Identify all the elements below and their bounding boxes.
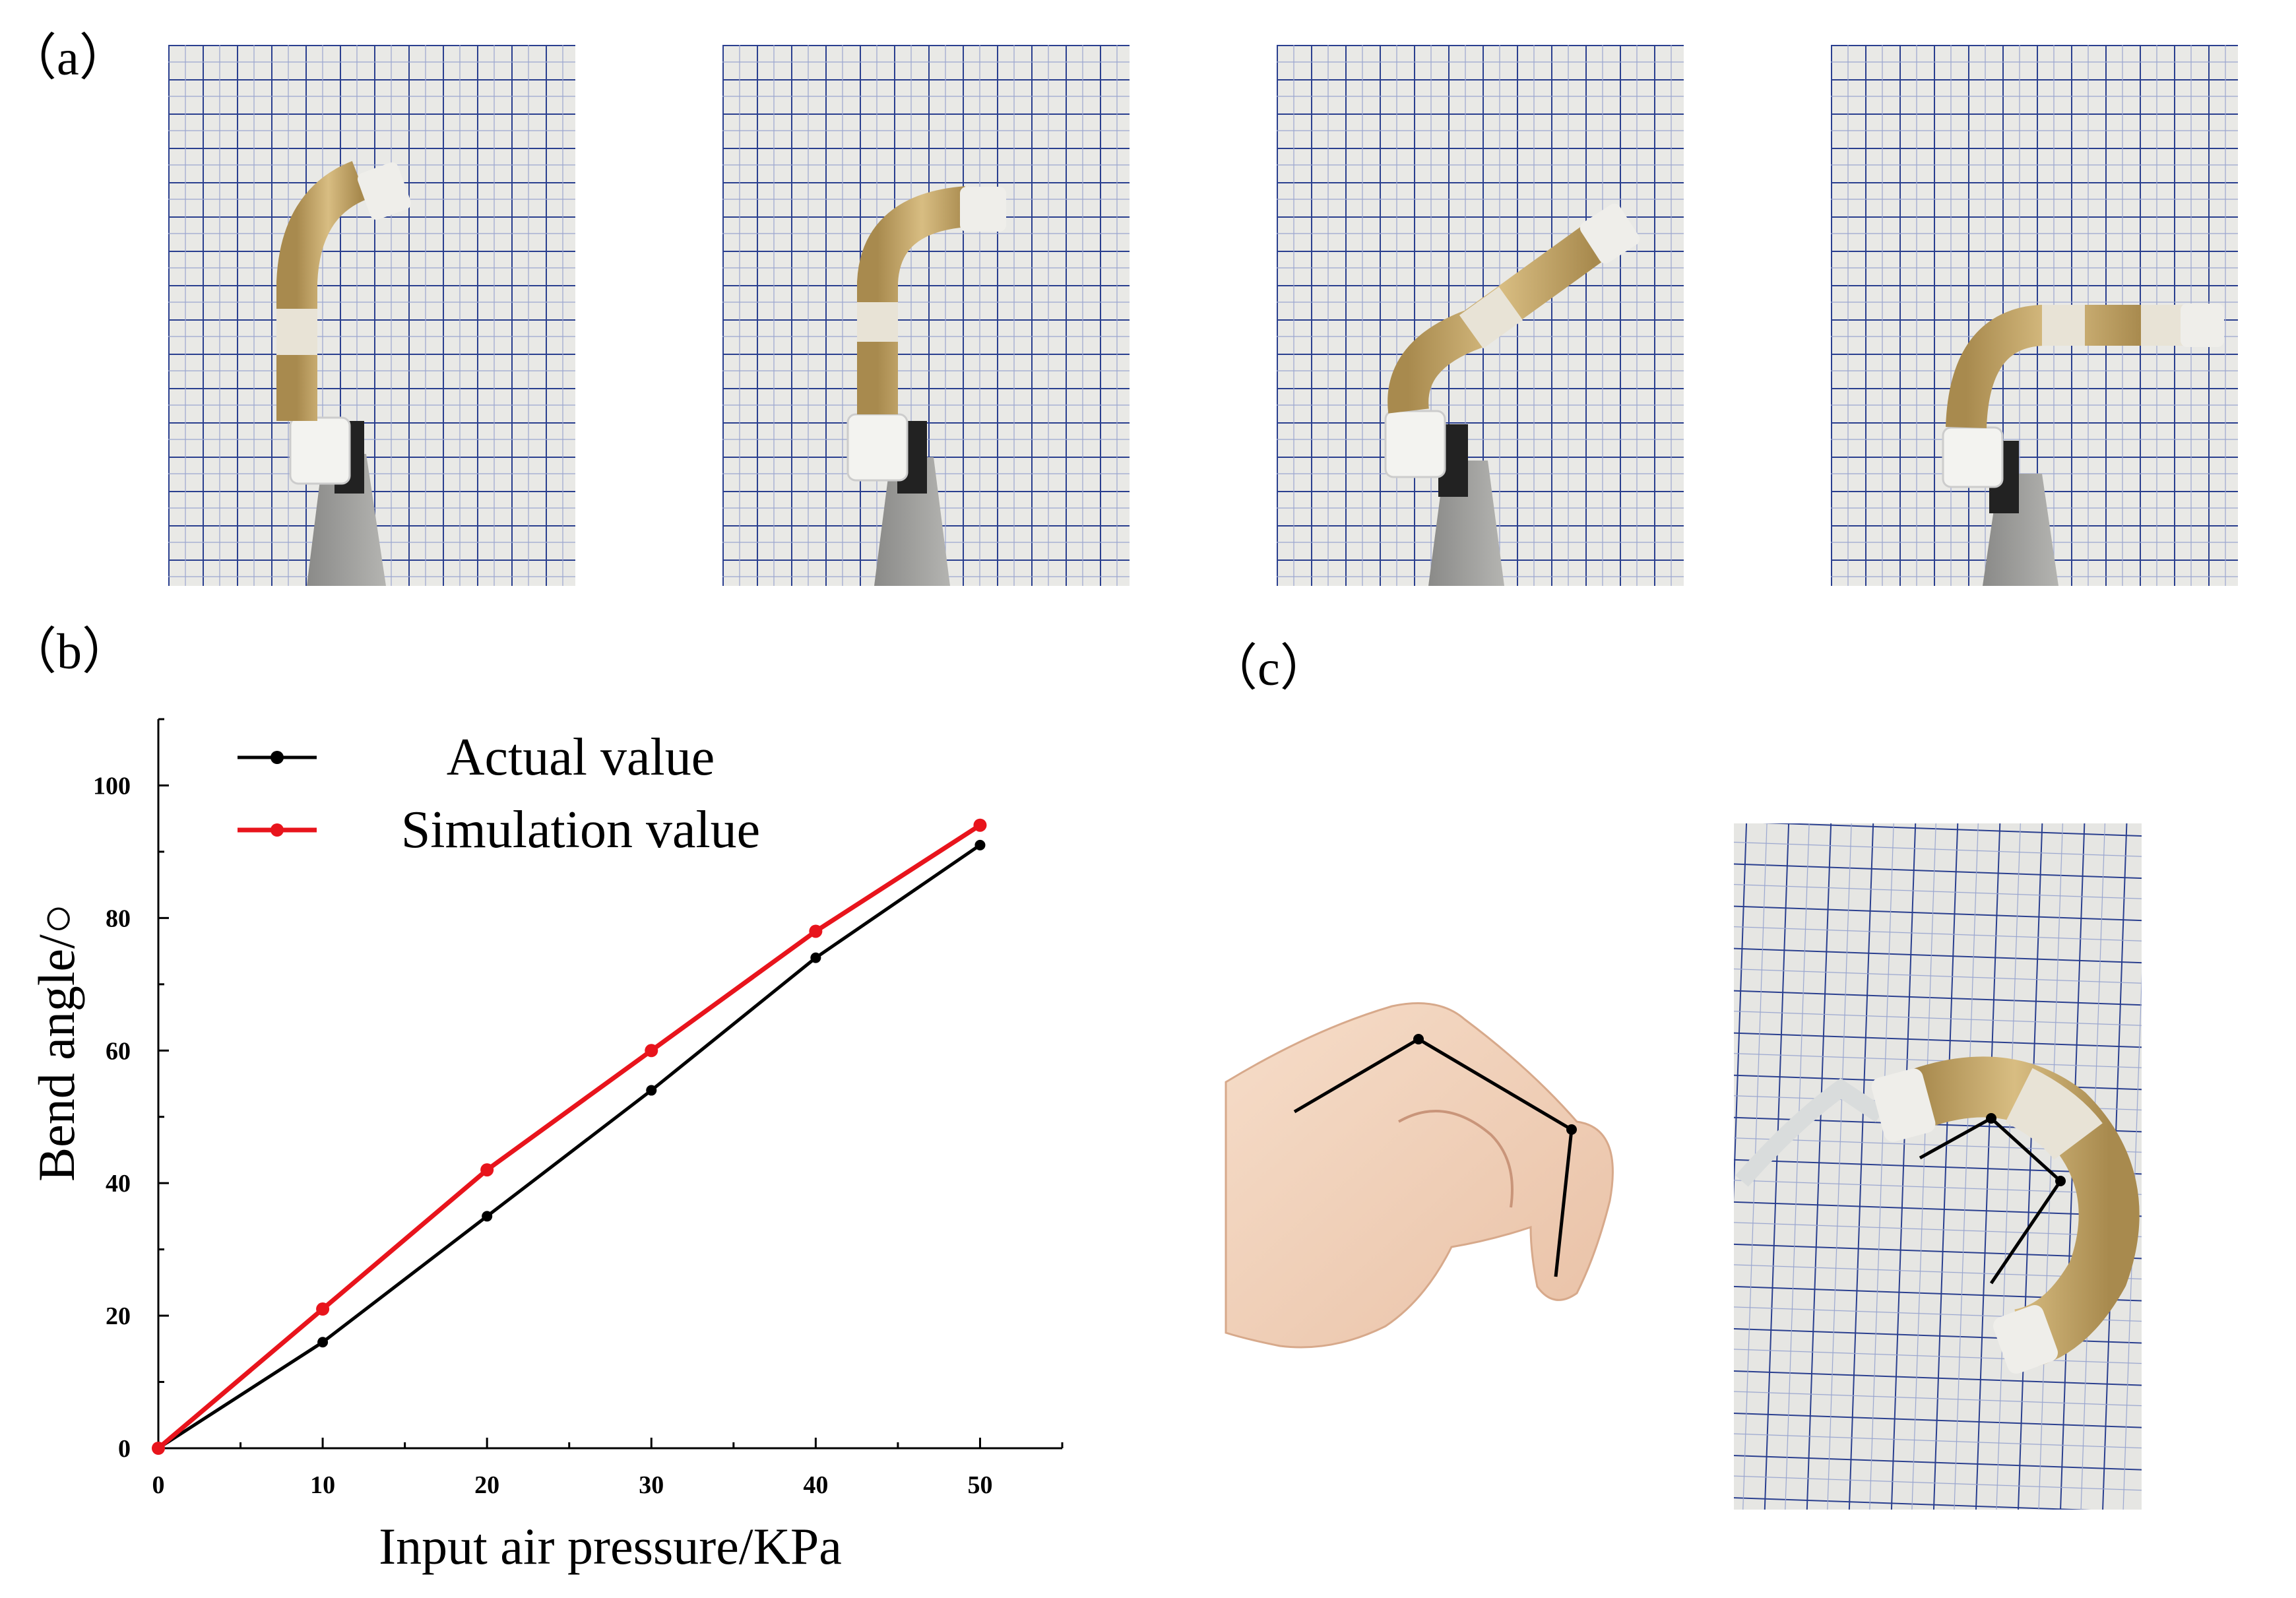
bellows-actuator (857, 186, 969, 414)
y-axis-title: Bend angle/○ (28, 903, 85, 1182)
joint-angle-lines (1293, 1037, 1574, 1277)
base-holder (846, 413, 909, 482)
legend-label: Simulation value (401, 801, 760, 859)
joint-marker (1566, 1124, 1577, 1135)
stand (307, 454, 386, 586)
data-point (645, 1044, 658, 1058)
legend-marker (271, 823, 284, 837)
data-point (480, 1163, 494, 1177)
bellows-actuator (1909, 1056, 2140, 1370)
bellows-actuator (1387, 226, 1606, 414)
panel-label-a: （a） (7, 30, 129, 86)
data-point (316, 1302, 330, 1316)
actuator-tip (960, 187, 1006, 232)
x-axis-title: Input air pressure/KPa (379, 1518, 842, 1575)
data-point (809, 924, 823, 938)
base-holder (1942, 426, 2004, 488)
series-layer (152, 818, 987, 1455)
actuator-bend-photo (1734, 823, 2142, 1510)
chart-legend: Actual value Simulation value (238, 728, 760, 859)
y-tick-label: 80 (106, 905, 131, 932)
data-point (317, 1337, 329, 1348)
joint-marker (2055, 1176, 2066, 1186)
data-point (974, 839, 986, 850)
bend-angle-chart: 0 10 20 30 40 50 0 20 40 60 80 100 Actual value Sim… (28, 718, 1064, 1575)
y-tick-label: 60 (106, 1037, 131, 1065)
bellows-actuator (1946, 305, 2141, 429)
bellows-actuator (276, 161, 368, 421)
x-ticks: 0 10 20 30 40 50 (152, 1438, 1064, 1499)
joint-marker (1413, 1034, 1424, 1044)
series-line (156, 823, 982, 1450)
stand (874, 457, 950, 586)
y-tick-label: 40 (106, 1170, 131, 1198)
y-tick-label: 100 (93, 772, 131, 800)
y-tick-label: 0 (118, 1435, 131, 1463)
actuator-base (1871, 1068, 1936, 1142)
legend-marker (271, 751, 284, 764)
actuator-tip (2181, 304, 2224, 347)
x-tick-label: 50 (967, 1471, 992, 1499)
actuator-photo-3 (1277, 45, 1684, 586)
hand (1225, 1002, 1614, 1349)
base-holder (1384, 410, 1446, 478)
x-tick-label: 20 (474, 1471, 499, 1499)
data-point (482, 1211, 493, 1222)
series-simulation (152, 818, 987, 1455)
data-point (973, 818, 987, 832)
actuator-tip (1579, 203, 1640, 264)
finger-bend-photo (1225, 897, 1655, 1518)
base-holder (289, 416, 351, 485)
series-line (157, 843, 981, 1450)
actuator-tip (1993, 1304, 2058, 1374)
actuator-tip (357, 162, 412, 220)
finger-crease (1398, 1110, 1514, 1208)
x-tick-label: 30 (639, 1471, 664, 1499)
actuator-photo-2 (722, 45, 1130, 586)
joint-marker (1986, 1113, 1996, 1124)
legend-label: Actual value (447, 728, 715, 786)
data-point (646, 1085, 657, 1096)
series-actual (153, 839, 986, 1454)
actuator-photo-4 (1831, 45, 2238, 586)
x-tick-label: 10 (310, 1471, 335, 1499)
panel-label-c: （c） (1207, 641, 1330, 696)
y-ticks: 0 20 40 60 80 100 (93, 718, 169, 1463)
actuator-photo-1 (168, 45, 575, 586)
data-point (810, 952, 821, 963)
data-point (152, 1442, 165, 1455)
air-tube (1735, 1078, 1886, 1187)
panel-label-b: （b） (7, 624, 132, 680)
y-tick-label: 20 (106, 1302, 131, 1330)
x-tick-label: 40 (803, 1471, 828, 1499)
joint-angle-lines (1919, 1116, 2063, 1285)
x-tick-label: 0 (152, 1471, 165, 1499)
